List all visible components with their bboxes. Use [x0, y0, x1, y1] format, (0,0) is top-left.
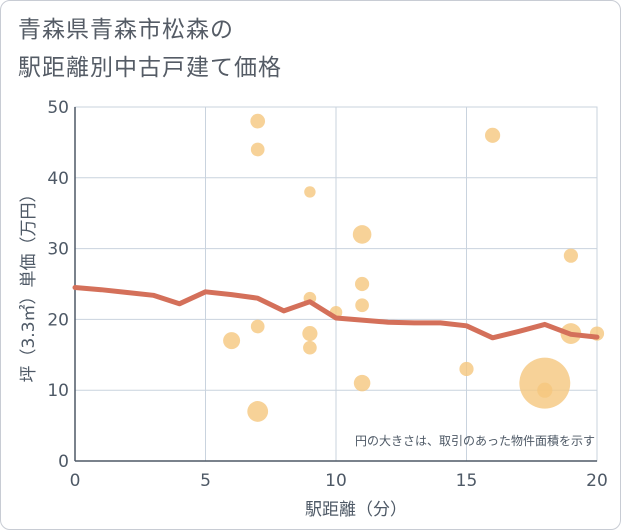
x-axis-label: 駅距離（分） [305, 500, 407, 520]
x-tick-label: 15 [456, 471, 478, 491]
scatter-point [303, 340, 317, 355]
scatter-point [355, 276, 370, 292]
x-tick-label: 10 [325, 471, 347, 491]
scatter-point [304, 186, 316, 198]
scatter-point [459, 361, 474, 377]
x-tick-label: 20 [586, 471, 608, 491]
y-axis-label: 坪（3.3㎡）単価（万円） [19, 185, 39, 382]
x-tick-label: 0 [70, 471, 81, 491]
y-tick-label: 40 [47, 169, 69, 189]
y-tick-label: 20 [47, 310, 69, 330]
scatter-point [247, 401, 269, 422]
scatter-point [302, 325, 318, 342]
scatter-point [537, 382, 553, 398]
scatter-point [563, 248, 578, 263]
y-tick-label: 0 [58, 452, 69, 472]
scatter-point [355, 298, 369, 313]
y-tick-label: 30 [47, 240, 69, 260]
scatter-point [352, 225, 372, 244]
scatter-point [250, 113, 266, 129]
chart-title: 青森県青森市松森の 駅距離別中古戸建て価格 [18, 17, 282, 81]
y-tick-label: 50 [47, 98, 69, 118]
x-tick-label: 5 [200, 471, 211, 491]
scatter-point [353, 374, 371, 392]
average-line [72, 285, 600, 341]
y-tick-label: 10 [47, 381, 69, 401]
scatter-point [250, 319, 265, 334]
scatter-point [250, 142, 265, 157]
chart-note: 円の大きさは、取引のあった物件面積を示す [355, 433, 595, 448]
scatter-point [485, 127, 501, 143]
scatter-point [223, 332, 241, 350]
